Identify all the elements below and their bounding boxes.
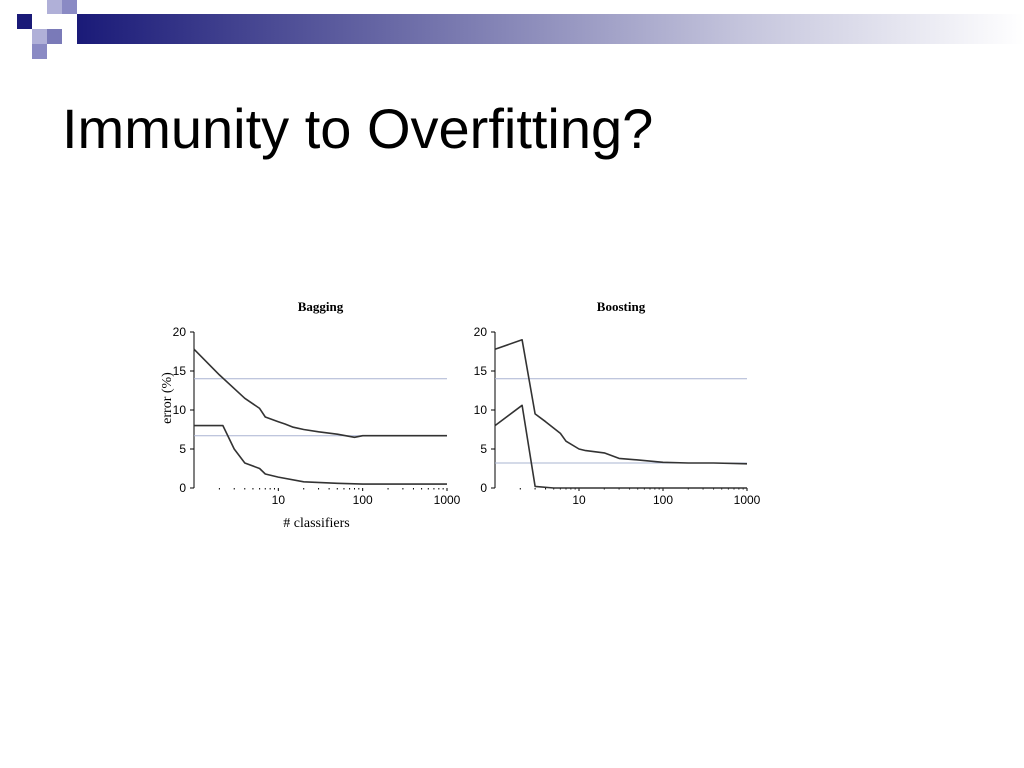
x-tick-label: 1000: [434, 493, 461, 507]
x-tick-label: 10: [272, 493, 286, 507]
bagging-chart: Bagging 0 5 10 15 20 10 100 1000 # classifiers err…: [160, 299, 461, 531]
decoration-square: [32, 29, 47, 44]
chart-title: Boosting: [597, 299, 646, 314]
boosting-chart: Boosting 0 5 10 15 20 10 100 1000: [474, 299, 761, 507]
slide-title: Immunity to Overfitting?: [62, 97, 654, 160]
x-tick-label: 100: [653, 493, 673, 507]
decoration-square: [47, 29, 62, 44]
y-tick-label: 20: [173, 325, 187, 339]
y-tick-label: 20: [474, 325, 488, 339]
series-line: [494, 339, 748, 465]
chart-title: Bagging: [298, 299, 344, 314]
y-axis-label: error (%): [160, 372, 175, 424]
series-line: [494, 404, 747, 489]
x-tick-label: 10: [572, 493, 586, 507]
x-tick-label: 1000: [734, 493, 761, 507]
y-tick-label: 0: [480, 481, 487, 495]
x-tick-label: 100: [353, 493, 373, 507]
y-tick-label: 5: [480, 442, 487, 456]
decoration-square: [47, 0, 62, 14]
x-axis-label: # classifiers: [283, 516, 349, 531]
decoration-square: [62, 0, 77, 14]
series-line: [193, 348, 447, 439]
y-tick-label: 10: [173, 403, 187, 417]
y-tick-label: 10: [474, 403, 488, 417]
y-tick-label: 5: [179, 442, 186, 456]
y-tick-label: 15: [173, 364, 187, 378]
decoration-square: [32, 44, 47, 59]
y-tick-label: 0: [179, 481, 186, 495]
decoration-square: [17, 14, 32, 29]
y-tick-label: 15: [474, 364, 488, 378]
series-line: [194, 424, 447, 485]
decoration-gradient-band: [77, 14, 1024, 44]
title-decoration: [0, 0, 1024, 62]
